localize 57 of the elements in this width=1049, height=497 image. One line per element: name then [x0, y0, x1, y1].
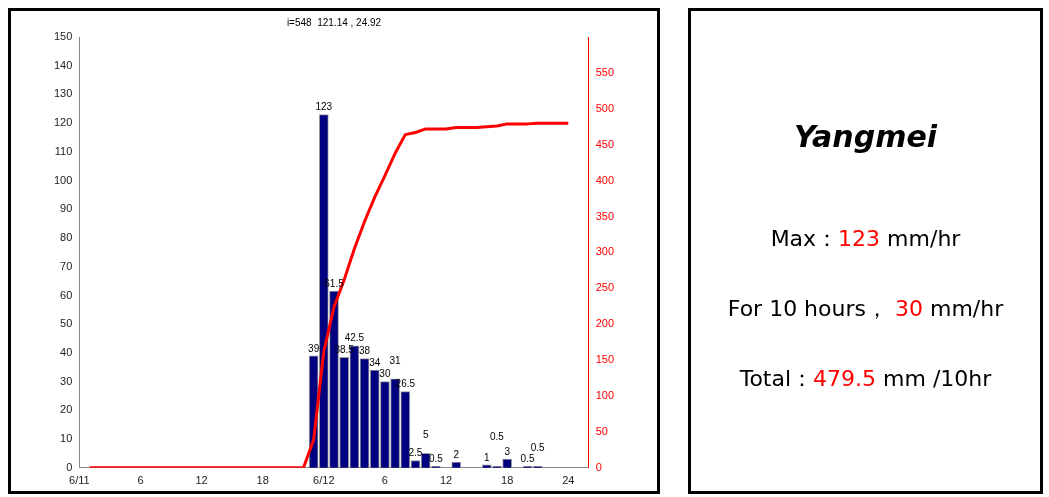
data-label: 34	[369, 356, 381, 368]
y-tick-label: 100	[53, 173, 73, 186]
data-label: 123	[315, 101, 333, 113]
y2-tick-label: 150	[595, 353, 615, 366]
x-tick-label: 12	[195, 474, 208, 487]
data-label: 39	[308, 342, 320, 354]
data-label: 38	[359, 345, 371, 357]
data-label: 31	[389, 354, 402, 366]
data-label: 0.5	[490, 431, 505, 443]
y2-tick-label: 100	[595, 389, 615, 402]
x-tick-label: 18	[501, 474, 514, 487]
y-tick-label: 50	[60, 317, 73, 330]
data-label: 2.5	[408, 447, 423, 459]
text: Total：479.5 mm /10hr	[738, 365, 993, 393]
y-tick-label: 0	[66, 460, 73, 473]
x-tick-label: 18	[256, 474, 269, 487]
text: For 10 hours， 30 mm/hr	[726, 295, 1005, 323]
data-label: 42.5	[344, 332, 365, 344]
data-label: 3	[504, 445, 511, 457]
text: Max：123 mm/hr	[769, 225, 962, 253]
y-tick-label: 140	[53, 58, 73, 71]
y2-tick-label: 450	[595, 137, 615, 150]
y2-tick-label: 550	[595, 65, 615, 78]
y-tick-label: 120	[53, 116, 73, 129]
y-tick-label: 20	[60, 403, 73, 416]
y2-tick-label: 50	[595, 424, 608, 437]
y-tick-label: 70	[60, 259, 73, 272]
data-label: 5	[422, 429, 429, 441]
y2-tick-label: 300	[595, 245, 615, 258]
y-tick-label: 10	[60, 432, 73, 445]
x-tick-label: 6/11	[69, 474, 90, 487]
x-tick-label: 24	[562, 474, 575, 487]
y2-tick-label: 500	[595, 101, 615, 114]
y-tick-label: 90	[60, 202, 73, 215]
y-tick-label: 80	[60, 231, 73, 244]
x-tick-label: 6	[381, 474, 388, 487]
text: Yangmei	[792, 119, 939, 154]
y2-tick-label: 250	[595, 281, 615, 294]
x-tick-label: 6/12	[313, 474, 335, 487]
data-label: 1	[484, 451, 491, 463]
data-label: 0.5	[530, 442, 546, 454]
x-tick-label: 12	[439, 474, 453, 487]
y-tick-label: 150	[53, 30, 73, 43]
chart-title: i=548 121.14 , 24.92	[286, 16, 382, 28]
y-tick-label: 30	[60, 374, 73, 387]
y2-tick-label: 0	[595, 460, 602, 473]
y-tick-label: 110	[54, 144, 73, 157]
data-label: 30	[379, 368, 391, 380]
y2-tick-label: 350	[595, 209, 615, 222]
x-tick-label: 6	[137, 474, 144, 487]
data-label: 0.5	[520, 453, 535, 465]
y2-tick-label: 200	[595, 317, 615, 330]
y2-tick-label: 400	[595, 173, 615, 186]
y-tick-label: 130	[53, 87, 73, 100]
data-label: 2	[453, 448, 460, 460]
y-tick-label: 60	[60, 288, 73, 301]
y-tick-label: 40	[60, 345, 73, 358]
